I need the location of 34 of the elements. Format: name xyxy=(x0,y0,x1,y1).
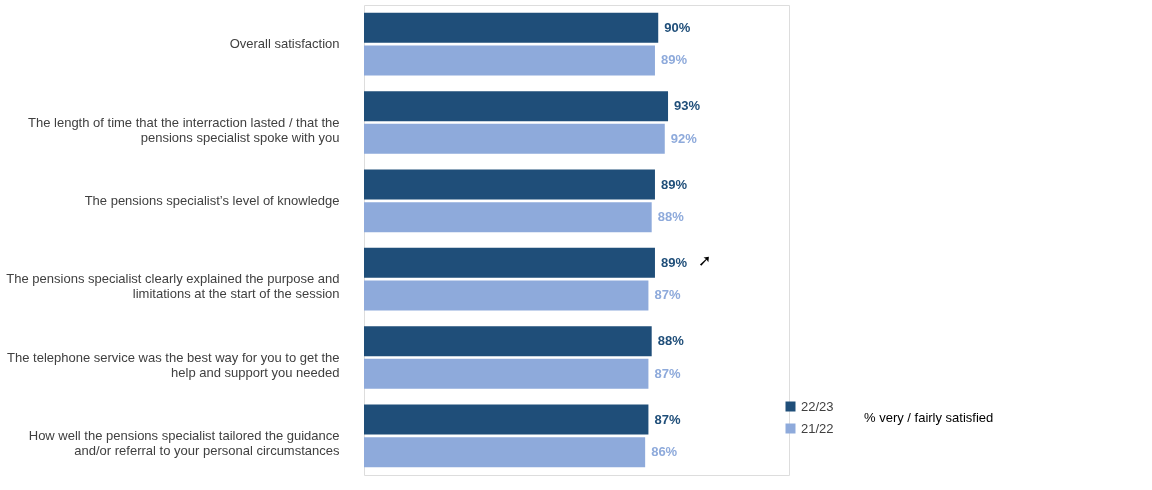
data-label: 90% xyxy=(664,19,691,35)
bar xyxy=(364,280,649,311)
y-tick-label: Overall satisfaction xyxy=(229,36,340,52)
legend-label: 22/23 xyxy=(801,398,834,414)
data-label: 89% xyxy=(660,52,688,68)
y-tick-label: The pensions specialist’s level of knowledge xyxy=(84,192,340,208)
bar xyxy=(364,202,652,233)
data-label: 86% xyxy=(651,444,678,460)
data-label: 88% xyxy=(657,209,685,225)
annotation: ➚ xyxy=(698,251,712,270)
y-tick-label: The length of time that the interraction lasted / that the pensions specialist spoke with you xyxy=(28,114,340,145)
bar xyxy=(364,358,649,389)
bar xyxy=(364,326,652,357)
data-label: 87% xyxy=(654,287,681,303)
bar xyxy=(364,169,655,200)
data-label: 87% xyxy=(654,411,681,427)
bar xyxy=(364,123,665,154)
bar xyxy=(364,91,669,122)
bar xyxy=(364,247,655,278)
data-label: 87% xyxy=(654,365,681,381)
data-label: 93% xyxy=(674,98,701,114)
data-label: 92% xyxy=(670,130,698,146)
legend-label: 21/22 xyxy=(801,420,834,436)
bar xyxy=(364,437,646,468)
bar xyxy=(364,404,649,435)
data-label: 89% xyxy=(660,176,688,192)
y-tick-label: The telephone service was the best way for you to get the help and support you needed xyxy=(7,349,340,380)
y-tick-label: The pensions specialist clearly explained the purpose and limitations at the start of the session xyxy=(6,271,340,302)
legend-title: % very / fairly satisfied xyxy=(864,410,994,425)
y-tick-label: How well the pensions specialist tailored the guidance and/or referral to your personal circumstances xyxy=(28,427,340,458)
data-label: 89% xyxy=(660,254,688,270)
bar xyxy=(364,12,659,43)
bar xyxy=(364,45,655,76)
data-label: 88% xyxy=(657,333,685,349)
